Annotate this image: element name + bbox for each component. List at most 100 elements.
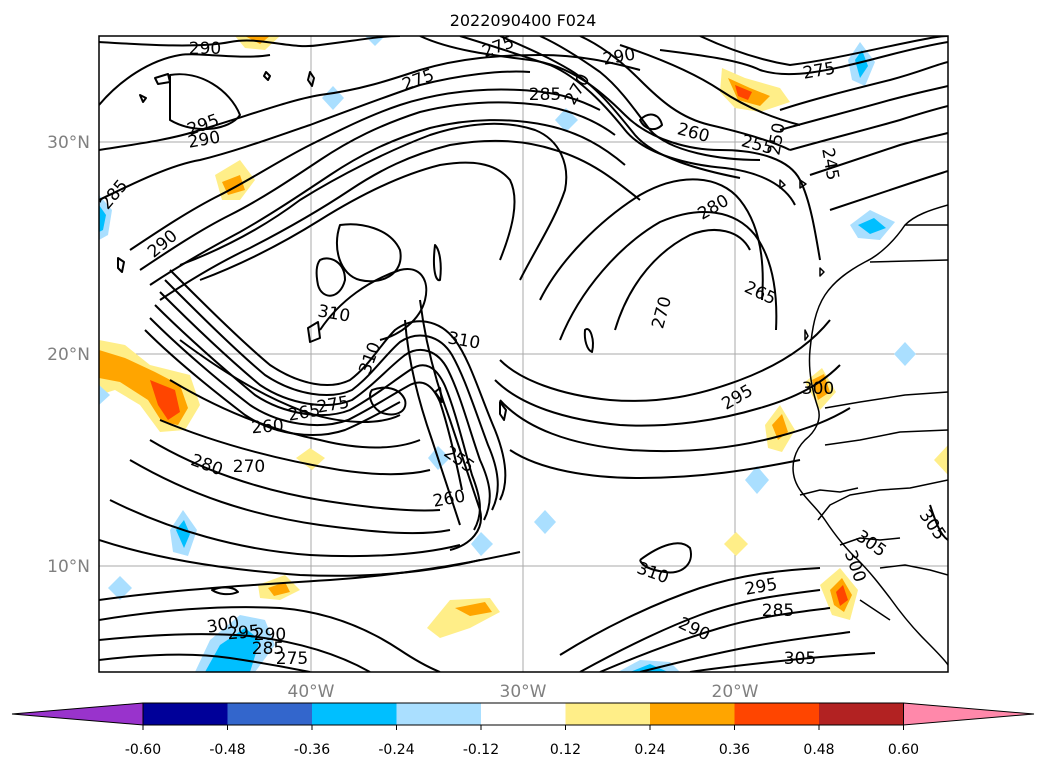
contour-line: [779, 85, 948, 131]
contour-label: 275: [276, 649, 308, 669]
contour-line: [459, 36, 796, 206]
colorbar: -0.60 -0.48 -0.36 -0.24 -0.12 0.12 0.24 0.36 0.4…: [11, 702, 1035, 758]
contour-line: [494, 364, 841, 427]
lon-label-20w: 20°W: [712, 682, 759, 702]
shade-blob-neg: [630, 664, 668, 672]
contour-line: [369, 386, 407, 416]
contour-line: [559, 567, 821, 656]
contour-line: [169, 269, 507, 501]
contour-line: [319, 268, 428, 341]
lat-label-20n: 20°N: [47, 345, 90, 365]
island: [819, 267, 825, 277]
contour-line: [599, 607, 831, 672]
colorbar-tick-label: -0.60: [125, 742, 161, 758]
shade-blob-pos: [772, 414, 788, 440]
contour-line: [99, 606, 441, 672]
shade-blob-neg: [428, 446, 450, 470]
contour-line: [154, 304, 481, 531]
colorbar-extend-min: [11, 702, 144, 726]
contour-label: 285: [252, 639, 284, 659]
contour-line: [699, 36, 948, 66]
contour-label: 310: [316, 301, 351, 326]
colorbar-tick-label: -0.12: [463, 742, 499, 758]
contour-line: [164, 279, 499, 511]
shade-blob-pos: [836, 585, 848, 606]
contour-label: 275: [801, 58, 836, 83]
contour-line: [169, 379, 421, 449]
contour-line: [419, 299, 482, 551]
colorbar-segment: [565, 703, 651, 725]
coastline-layer: [779, 179, 948, 666]
shade-blob-pos: [934, 445, 948, 475]
contour-label: 270: [648, 294, 676, 331]
colorbar-segment: [143, 703, 228, 725]
country-border: [839, 537, 901, 546]
map-frame: [98, 35, 949, 673]
contour-label: 280: [694, 191, 732, 225]
contour-label: 310: [355, 340, 385, 377]
contour-line: [159, 139, 641, 301]
graticule: [99, 36, 948, 672]
contour-line: [169, 73, 241, 131]
island: [799, 179, 807, 189]
lat-label-10n: 10°N: [47, 557, 90, 577]
contour-label: 250: [764, 121, 789, 156]
contour-line: [509, 449, 801, 479]
contour-line: [179, 339, 401, 423]
colorbar-frame: [142, 702, 904, 726]
contour-label: 280: [188, 450, 225, 480]
shade-blob-neg: [99, 205, 106, 232]
contour-line: [179, 122, 568, 281]
contour-line: [789, 105, 948, 151]
colorbar-segment: [481, 703, 566, 725]
contour-line: [199, 161, 516, 281]
contour-line: [109, 499, 461, 558]
shade-blob-neg: [471, 532, 493, 556]
contour-label: 270: [561, 70, 595, 108]
contour-line: [499, 399, 851, 453]
colorbar-tick-label: -0.24: [378, 742, 414, 758]
contour-line: [129, 459, 451, 535]
contour-label: 285: [762, 601, 794, 621]
contour-line: [149, 119, 626, 286]
colorbar-tick-label: 0.36: [719, 742, 750, 758]
shade-blob-pos: [150, 380, 180, 420]
contour-line: [335, 223, 402, 283]
country-border: [817, 479, 948, 521]
lon-label-30w: 30°W: [500, 682, 547, 702]
colorbar-segment: [227, 703, 313, 725]
contour-line: [559, 211, 778, 341]
colorbar-segment: [734, 703, 820, 725]
island: [804, 329, 809, 341]
contour-line: [99, 36, 401, 48]
country-border: [824, 391, 948, 409]
country-border: [799, 487, 859, 496]
contour-label: 275: [315, 392, 350, 417]
lon-label-40w: 40°W: [288, 682, 335, 702]
contour-line: [154, 73, 171, 85]
contour-label: 275: [400, 65, 437, 95]
contour-line: [159, 291, 491, 521]
contour-line: [434, 387, 443, 403]
contour-line: [129, 88, 601, 251]
colorbar-tick-label: 0.48: [803, 742, 834, 758]
colorbar-tick-label: 0.12: [550, 742, 581, 758]
contour-line: [99, 551, 521, 601]
contour-label: 305: [784, 649, 816, 669]
contour-line: [99, 653, 311, 672]
colorbar-segment: [396, 703, 482, 725]
map-area: [99, 36, 948, 672]
contour-line: [619, 44, 801, 126]
contour-line: [99, 53, 271, 106]
contour-line: [499, 401, 507, 421]
shade-blob-neg: [855, 50, 868, 78]
colorbar-segment: [819, 703, 904, 725]
contour-label: 285: [529, 85, 561, 105]
contour-line: [539, 36, 761, 161]
country-border: [824, 429, 948, 446]
contour-label: 290: [189, 39, 221, 59]
contour-line: [639, 113, 663, 131]
contour-line: [583, 328, 594, 353]
shade-blob-neg: [108, 576, 132, 600]
country-border: [879, 564, 948, 576]
